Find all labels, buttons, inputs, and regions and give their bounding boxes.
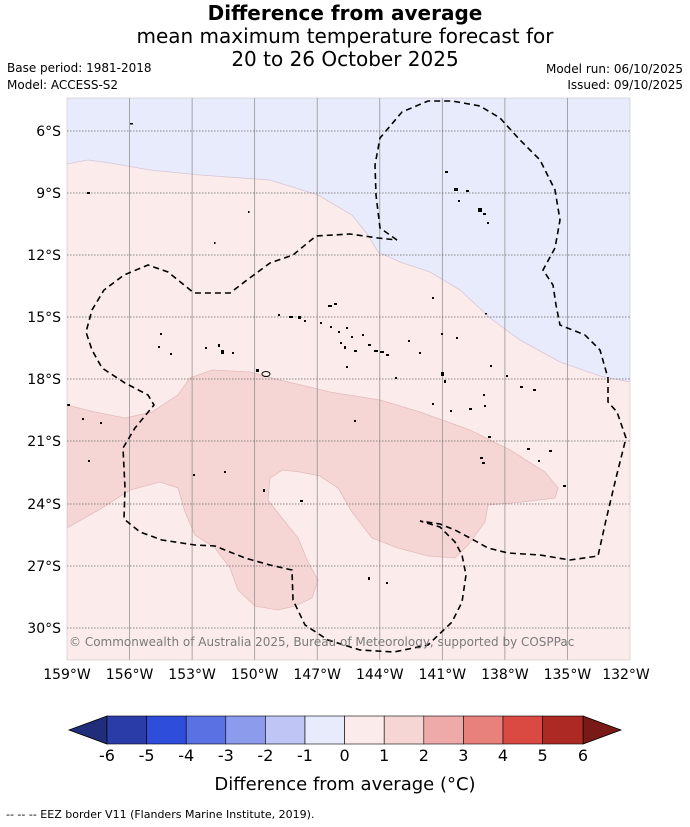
issued-date: Issued: 09/10/2025 (567, 78, 683, 92)
colorbar-segment (383, 715, 425, 745)
lon-label: 144°W (356, 667, 404, 683)
map-frame (66, 97, 631, 661)
colorbar-tick-label: -5 (139, 746, 155, 765)
colorbar-segment (106, 715, 147, 745)
lon-label: 135°W (544, 667, 592, 683)
lon-label: 141°W (419, 667, 467, 683)
lat-label: 24°S (27, 497, 61, 513)
colorbar-tick-label: -1 (297, 746, 313, 765)
colorbar-tick-label: -4 (178, 746, 194, 765)
colorbar-segment (225, 715, 266, 745)
colorbar-segment (344, 715, 385, 745)
colorbar-segment (265, 715, 306, 745)
eez-legend-footnote: -- -- -- EEZ border V11 (Flanders Marine… (6, 808, 315, 821)
eez-border (85, 100, 627, 653)
title-line-1: Difference from average (207, 1, 483, 25)
colorbar-tick-label: -3 (218, 746, 234, 765)
colorbar-tick-label: 6 (578, 746, 588, 765)
model-name: Model: ACCESS-S2 (7, 78, 119, 92)
colorbar-segment (304, 715, 345, 745)
lat-label: 18°S (27, 372, 61, 388)
lat-label: 30°S (27, 621, 61, 637)
field-anomaly-minus1-to-0 (67, 98, 630, 382)
colorbar: -6 -5 -4 -3 -2 -1 0 1 2 3 4 5 6 Differen… (67, 715, 623, 795)
lon-label: 156°W (106, 667, 154, 683)
lon-label: 147°W (293, 667, 341, 683)
base-period: Base period: 1981-2018 (7, 61, 152, 75)
islands (67, 123, 566, 584)
lon-label: 159°W (43, 667, 91, 683)
lon-label: 150°W (231, 667, 279, 683)
model-run-date: Model run: 06/10/2025 (545, 62, 683, 76)
colorbar-segment (423, 715, 464, 745)
lat-label: 15°S (27, 310, 61, 326)
lat-label: 12°S (27, 248, 61, 264)
colorbar-under-extension (67, 715, 108, 745)
lon-label: 153°W (168, 667, 216, 683)
colorbar-tick-label: 2 (419, 746, 429, 765)
colorbar-segment (463, 715, 504, 745)
colorbar-over-extension (582, 715, 623, 745)
colorbar-tick-label: 1 (379, 746, 389, 765)
forecast-figure: © Commonwealth of Australia 2025, Bureau… (27, 97, 650, 795)
colorbar-tick-label: 0 (340, 746, 350, 765)
longitude-axis: 159°W 156°W 153°W 150°W 147°W 144°W 141°… (43, 667, 650, 683)
colorbar-tick-label: 3 (458, 746, 468, 765)
lat-label: 9°S (36, 186, 61, 202)
lat-label: 6°S (36, 124, 61, 140)
latitude-gridlines (67, 130, 630, 629)
colorbar-tick-label: -2 (257, 746, 273, 765)
field-anomaly-1-to-2 (67, 370, 558, 610)
colorbar-title: Difference from average (°C) (214, 774, 475, 795)
colorbar-tick-label: 5 (538, 746, 548, 765)
colorbar-segment (502, 715, 543, 745)
colorbar-segment (185, 715, 227, 745)
colorbar-tick-label: -6 (99, 746, 115, 765)
colorbar-segment (146, 715, 187, 745)
lat-label: 27°S (27, 559, 61, 575)
colorbar-tick-label: 4 (498, 746, 508, 765)
title-line-3: 20 to 26 October 2025 (231, 47, 459, 71)
title-line-2: mean maximum temperature forecast for (136, 24, 554, 48)
lat-label: 21°S (27, 434, 61, 450)
colorbar-segment (542, 715, 584, 745)
copyright-notice: © Commonwealth of Australia 2025, Bureau… (69, 635, 574, 649)
map-panel: © Commonwealth of Australia 2025, Bureau… (67, 98, 630, 660)
latitude-axis: 6°S 9°S 12°S 15°S 18°S 21°S 24°S 27°S 30… (27, 124, 61, 637)
lon-label: 138°W (481, 667, 529, 683)
lon-label: 132°W (602, 667, 650, 683)
